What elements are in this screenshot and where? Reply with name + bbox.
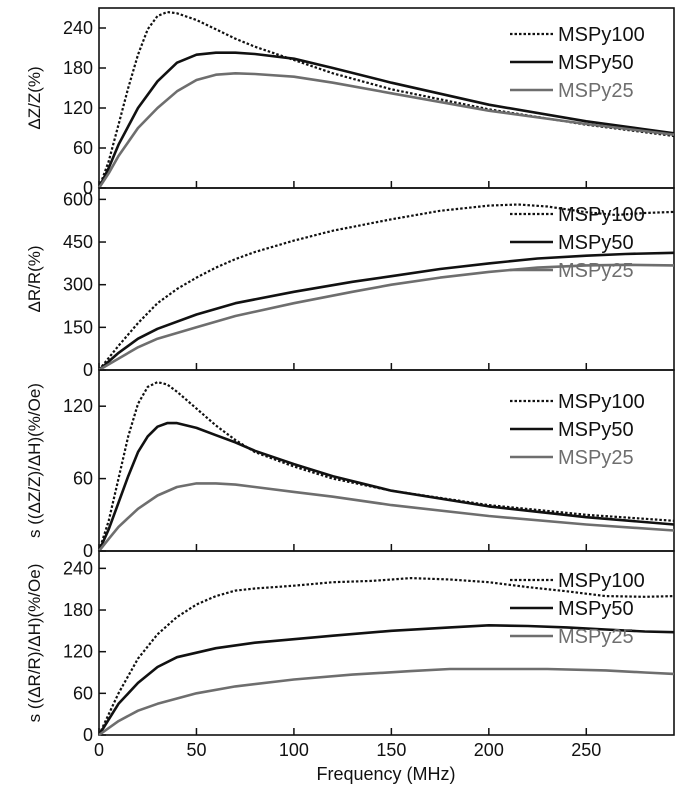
series-line-mspy50 [97, 421, 675, 552]
x-tick-label: 0 [94, 740, 104, 760]
y-axis-label: ΔR/R(%) [25, 245, 44, 312]
y-tick-label: 0 [83, 725, 93, 745]
y-tick-label: 240 [63, 18, 93, 38]
legend-label-mspy100: MSPy100 [558, 24, 645, 46]
series-line-mspy25 [97, 72, 675, 189]
y-tick-label: 0 [83, 541, 93, 561]
legend-label-mspy100: MSPy100 [558, 391, 645, 413]
series-line-mspy100 [98, 203, 675, 371]
y-tick-label: 600 [63, 189, 93, 209]
legend-label-mspy50: MSPy50 [558, 419, 634, 441]
y-tick-label: 180 [63, 58, 93, 78]
legend-label-mspy50: MSPy50 [558, 232, 634, 254]
series-line-mspy25 [98, 667, 675, 737]
y-tick-label: 240 [63, 558, 93, 578]
series-line-mspy50 [97, 624, 675, 736]
y-tick-label: 120 [63, 642, 93, 662]
y-axis-label: s ((ΔZ/Z)/ΔH)(%/Oe) [25, 383, 44, 538]
y-tick-label: 0 [83, 178, 93, 198]
panel-2: 0 150 300 450 600 ΔR/R(%) MSPy100 MSPy50 MSPy25 [25, 187, 675, 380]
y-tick-label: 60 [73, 138, 93, 158]
y-tick-label: 180 [63, 600, 93, 620]
y-axis-label: ΔZ/Z(%) [25, 66, 44, 129]
legend-label-mspy100: MSPy100 [558, 570, 645, 592]
x-axis-tick-labels: 0 50 100 150 200 250 [94, 740, 601, 760]
y-tick-label: 0 [83, 360, 93, 380]
series-line-mspy100 [98, 577, 675, 736]
y-tick-label: 300 [63, 275, 93, 295]
legend-label-mspy25: MSPy25 [558, 80, 634, 102]
x-tick-label: 150 [376, 740, 406, 760]
panel-frame [98, 550, 675, 736]
chart-panels: 0 60 120 180 240 ΔZ/Z(%) MSPy100 MSPy50 MSPy25 0 1… [25, 7, 675, 745]
panel-3: 0 60 120 s ((ΔZ/Z)/ΔH)(%/Oe) MSPy100 MSPy50 MS… [25, 369, 675, 561]
x-tick-label: 100 [279, 740, 309, 760]
x-tick-label: 250 [571, 740, 601, 760]
y-tick-label: 120 [63, 98, 93, 118]
legend-label-mspy25: MSPy25 [558, 260, 634, 282]
y-tick-label: 150 [63, 317, 93, 337]
legend-label-mspy50: MSPy50 [558, 598, 634, 620]
series-line-mspy25 [97, 482, 675, 552]
x-tick-label: 200 [474, 740, 504, 760]
x-axis-label: Frequency (MHz) [316, 764, 455, 784]
series-line-mspy50 [97, 51, 675, 189]
series-line-mspy100 [97, 10, 675, 189]
y-tick-label: 60 [73, 683, 93, 703]
y-tick-label: 120 [63, 396, 93, 416]
panel-4: 0 60 120 180 240 s ((ΔR/R)/ΔH)(%/Oe) MSPy100 MS… [25, 550, 675, 745]
series-line-mspy25 [98, 263, 675, 372]
legend-label-mspy25: MSPy25 [558, 447, 634, 469]
y-tick-label: 450 [63, 232, 93, 252]
legend-label-mspy100: MSPy100 [558, 204, 645, 226]
y-axis-label: s ((ΔR/R)/ΔH)(%/Oe) [25, 564, 44, 723]
y-tick-label: 60 [73, 469, 93, 489]
legend-label-mspy25: MSPy25 [558, 626, 634, 648]
series-line-mspy50 [98, 251, 675, 371]
x-tick-label: 50 [186, 740, 206, 760]
panel-1: 0 60 120 180 240 ΔZ/Z(%) MSPy100 MSPy50 MSPy25 [25, 7, 675, 198]
legend-label-mspy50: MSPy50 [558, 52, 634, 74]
